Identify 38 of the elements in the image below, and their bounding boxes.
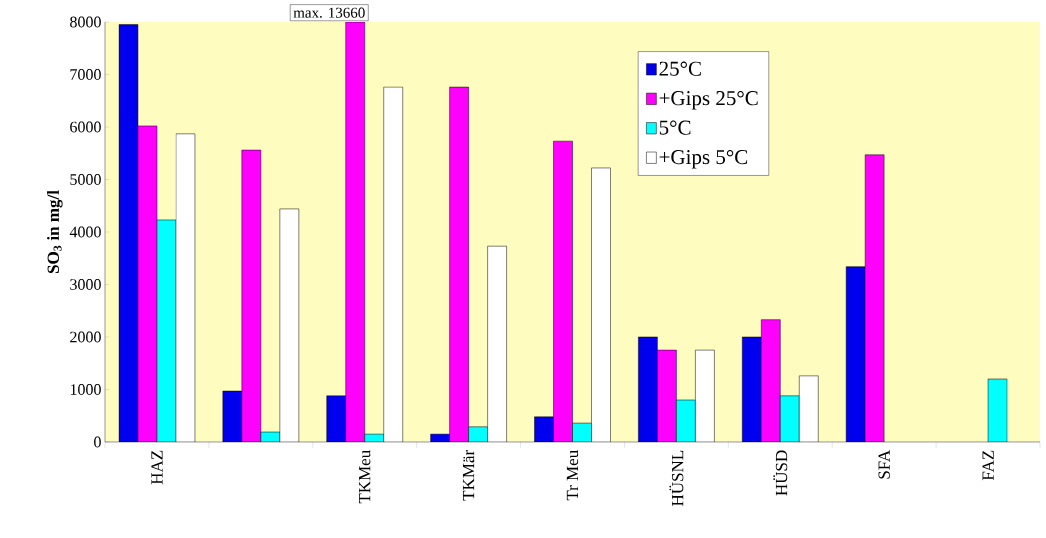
x-tick-label: HÜSNL	[669, 450, 684, 506]
x-tick-label: HÜSD	[773, 450, 788, 496]
x-tick-label: Tr Meu	[566, 450, 579, 501]
bar	[638, 337, 658, 442]
legend-label: 25°C	[659, 61, 701, 76]
bar	[534, 416, 554, 442]
bar	[845, 266, 866, 442]
bar	[761, 319, 781, 442]
bar	[780, 395, 800, 442]
x-tick-label: SFA	[878, 449, 890, 479]
bar	[326, 395, 346, 442]
bar	[345, 22, 365, 442]
bar	[553, 141, 573, 442]
bar	[742, 337, 762, 442]
y-tick-label: 3000	[70, 279, 101, 290]
bar	[449, 87, 469, 442]
bar	[864, 154, 885, 442]
y-tick-label: 6000	[70, 121, 101, 133]
y-tick-label: 8000	[70, 16, 101, 28]
x-tick-label: TKMär	[462, 449, 475, 501]
bar	[222, 391, 242, 442]
y-tick-label: 7000	[70, 69, 101, 80]
y-tick-label: 0	[94, 436, 101, 448]
text: max. 13660	[293, 7, 365, 18]
bar	[241, 150, 261, 442]
x-tick-label: FAZ	[982, 450, 994, 481]
y-tick-label: 5000	[70, 174, 101, 185]
bar	[676, 400, 696, 442]
x-tick-label: HAZ	[151, 450, 163, 485]
legend-label: 5°C	[659, 120, 691, 135]
x-tick-label: TKMeu	[359, 450, 371, 504]
y-tick-label: 2000	[70, 331, 101, 343]
legend-label: +Gips 5°C	[659, 150, 748, 169]
y-tick-label: 4000	[69, 226, 101, 238]
y-tick-label: 1000	[70, 384, 101, 395]
bar	[657, 350, 677, 442]
text: SO$_{3}$ in mg/l	[47, 190, 63, 274]
legend-label: +Gips 25°C	[659, 91, 758, 110]
